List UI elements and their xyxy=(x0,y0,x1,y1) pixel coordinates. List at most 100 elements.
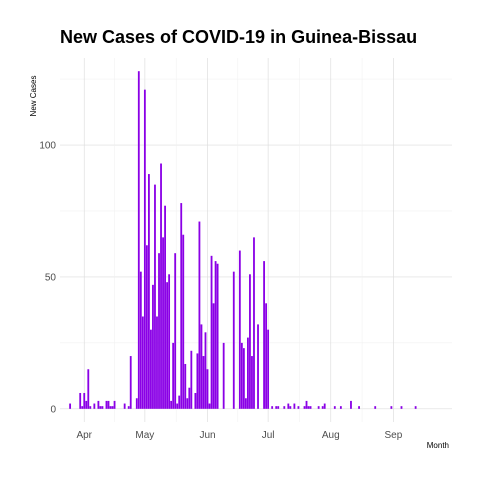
x-tick-label: Jun xyxy=(199,430,215,441)
bar xyxy=(186,398,189,409)
bar xyxy=(176,403,179,409)
bar xyxy=(289,406,292,409)
bar xyxy=(208,403,211,409)
bar xyxy=(109,406,112,409)
bar xyxy=(216,263,219,409)
bar xyxy=(101,406,104,409)
bar xyxy=(257,324,259,409)
bar xyxy=(184,363,187,409)
bar xyxy=(190,350,193,409)
bar xyxy=(81,406,84,409)
bar xyxy=(154,184,156,409)
bar xyxy=(249,274,251,409)
bar xyxy=(222,342,225,409)
bar xyxy=(135,398,138,409)
bar xyxy=(166,282,169,409)
bar xyxy=(162,237,164,409)
bar xyxy=(174,253,177,409)
bar xyxy=(390,406,393,409)
bar xyxy=(253,237,255,409)
bar xyxy=(196,353,199,409)
bar xyxy=(123,403,126,409)
bar xyxy=(263,261,265,409)
bar xyxy=(105,400,108,409)
bar xyxy=(271,406,274,409)
bar xyxy=(414,406,417,409)
bar xyxy=(251,356,253,409)
bar xyxy=(182,234,185,409)
bar xyxy=(275,406,278,409)
y-tick-labels: 0 50 100 xyxy=(39,141,56,416)
bar xyxy=(293,403,296,409)
bar xyxy=(85,400,88,409)
bar xyxy=(188,387,191,409)
bar xyxy=(180,203,183,409)
bar xyxy=(127,406,130,409)
bar xyxy=(238,250,241,409)
x-tick-label: Aug xyxy=(322,430,340,441)
x-tick-label: Jul xyxy=(262,430,275,441)
bar xyxy=(323,403,326,409)
bar xyxy=(307,406,310,409)
bar xyxy=(143,89,146,409)
bar xyxy=(152,284,154,409)
x-tick-label: Sep xyxy=(385,430,403,441)
bar xyxy=(145,245,148,409)
x-axis-title: Month xyxy=(427,441,449,450)
y-axis-title: New Cases xyxy=(29,76,38,117)
bar xyxy=(210,255,213,409)
bar xyxy=(69,403,72,409)
y-tick-label: 0 xyxy=(50,404,56,415)
bar xyxy=(400,406,403,409)
bar xyxy=(87,369,90,409)
x-tick-labels: Apr May Jun Jul Aug Sep xyxy=(76,430,402,441)
bar xyxy=(89,406,92,409)
bar xyxy=(83,392,86,409)
y-tick-label: 50 xyxy=(45,272,57,283)
bar xyxy=(287,403,290,409)
bar xyxy=(164,205,166,409)
bar xyxy=(172,342,175,409)
bar xyxy=(303,406,306,409)
bar xyxy=(198,221,201,409)
bar xyxy=(150,329,152,409)
bar xyxy=(139,271,142,409)
chart-title: New Cases of COVID-19 in Guinea-Bissau xyxy=(60,27,417,47)
y-tick-label: 100 xyxy=(39,141,56,152)
bar xyxy=(232,271,235,409)
bar xyxy=(170,400,173,409)
bar xyxy=(277,406,280,409)
bar xyxy=(93,403,96,409)
bar xyxy=(212,303,215,409)
bar xyxy=(156,316,158,409)
x-tick-label: May xyxy=(135,430,154,441)
bar xyxy=(267,329,270,409)
bar xyxy=(242,348,245,409)
bars-group xyxy=(69,71,417,409)
x-tick-label: Apr xyxy=(76,430,92,441)
bar xyxy=(333,406,336,409)
bar xyxy=(240,342,243,409)
bar xyxy=(244,398,247,409)
bar xyxy=(97,400,100,409)
bar xyxy=(247,337,249,409)
bar xyxy=(374,406,377,409)
bar xyxy=(137,71,140,409)
bar xyxy=(339,406,342,409)
grid-lines xyxy=(60,58,452,422)
bar xyxy=(178,395,181,409)
bar xyxy=(214,261,217,409)
bar xyxy=(350,400,352,409)
bar xyxy=(168,274,171,409)
bar xyxy=(129,356,132,409)
bar xyxy=(283,406,286,409)
bar xyxy=(79,392,82,409)
bar xyxy=(158,253,160,409)
bar xyxy=(202,356,205,409)
bar xyxy=(107,400,110,409)
bar xyxy=(194,392,197,409)
bar xyxy=(317,406,320,409)
bar xyxy=(297,406,300,409)
bar xyxy=(111,406,114,409)
